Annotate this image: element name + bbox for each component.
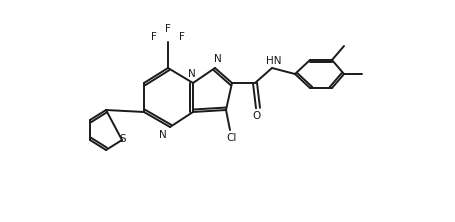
Text: N: N	[159, 130, 167, 140]
Text: Cl: Cl	[226, 133, 237, 143]
Text: HN: HN	[266, 56, 281, 66]
Text: S: S	[119, 134, 126, 144]
Text: F: F	[151, 32, 157, 42]
Text: N: N	[188, 69, 196, 79]
Text: N: N	[214, 54, 222, 64]
Text: F: F	[165, 24, 171, 34]
Text: O: O	[253, 111, 261, 121]
Text: F: F	[179, 32, 185, 42]
